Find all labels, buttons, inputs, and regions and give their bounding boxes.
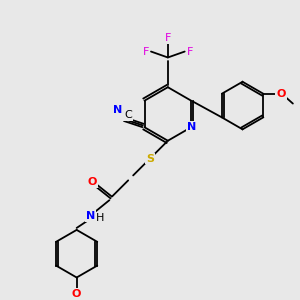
- Text: N: N: [86, 211, 95, 221]
- Text: H: H: [96, 213, 105, 223]
- Text: F: F: [165, 33, 171, 43]
- Text: F: F: [187, 46, 193, 56]
- Text: F: F: [143, 46, 149, 56]
- Text: N: N: [113, 104, 122, 115]
- Text: O: O: [88, 177, 97, 188]
- Text: O: O: [276, 89, 286, 99]
- Text: C: C: [124, 110, 132, 121]
- Text: N: N: [188, 122, 196, 132]
- Text: O: O: [72, 289, 81, 299]
- Text: S: S: [146, 154, 154, 164]
